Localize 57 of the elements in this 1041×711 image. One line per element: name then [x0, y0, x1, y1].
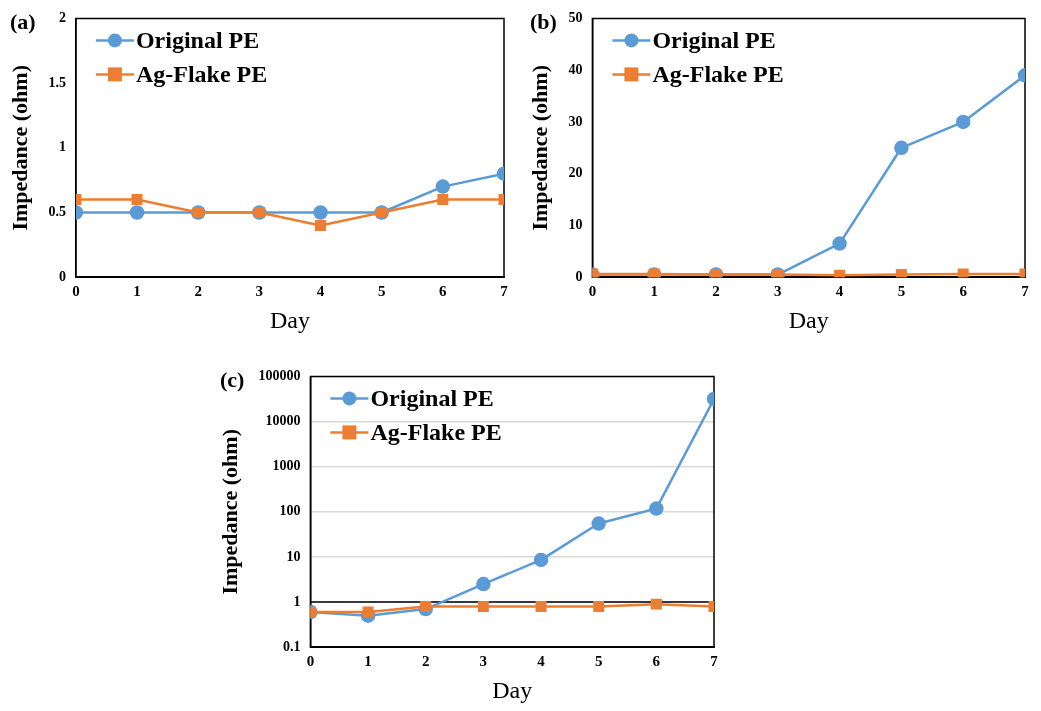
x-tick-label: 3: [255, 283, 264, 300]
x-tick-label: 2: [194, 283, 202, 300]
legend-label: Original PE: [652, 26, 776, 53]
x-tick-label: 7: [710, 653, 719, 670]
x-tick-label: 5: [897, 283, 906, 300]
x-tick-label: 5: [377, 283, 386, 300]
x-tick-label: 6: [652, 653, 661, 670]
x-tick-label: 0: [72, 283, 80, 300]
x-tick-label: 3: [774, 283, 782, 300]
legend-label: Ag-Flake PE: [652, 60, 784, 87]
y-tick-label: 100000: [258, 368, 301, 384]
y-tick-label: 50: [568, 10, 583, 26]
y-tick-label: 1000: [272, 458, 301, 474]
y-tick-label: 10000: [265, 413, 301, 429]
x-tick-label: 5: [594, 653, 603, 670]
x-tick-label: 4: [835, 283, 844, 300]
x-tick-label: 0: [306, 653, 315, 670]
x-tick-label: 7: [1021, 283, 1030, 300]
y-tick-label: 2: [58, 10, 66, 26]
y-axis-title: Impedance (ohm): [526, 65, 552, 231]
chart-title: (a): [10, 8, 36, 34]
x-tick-label: 1: [133, 283, 141, 300]
y-tick-label: 0.1: [282, 638, 301, 654]
x-tick-label: 4: [537, 653, 546, 670]
y-tick-label: 0: [58, 268, 66, 284]
y-tick-label: 100: [279, 503, 301, 519]
y-tick-label: 1.5: [48, 74, 66, 90]
y-tick-label: 0: [575, 268, 583, 284]
x-tick-label: 6: [439, 283, 448, 300]
x-axis-title: Day: [269, 306, 310, 333]
y-tick-label: 10: [286, 548, 301, 564]
legend-label: Original PE: [135, 26, 260, 53]
x-tick-label: 1: [364, 653, 372, 670]
y-tick-label: 20: [568, 165, 583, 181]
y-tick-label: 1: [293, 593, 301, 609]
x-axis-title: Day: [788, 306, 829, 333]
y-axis-title: Impedance (ohm): [216, 429, 242, 595]
chart-title: (b): [530, 8, 557, 34]
x-axis-title: Day: [492, 676, 533, 703]
y-tick-label: 10: [568, 217, 583, 233]
legend-label: Ag-Flake PE: [135, 60, 268, 87]
x-tick-label: 2: [421, 653, 430, 670]
legend-label: Ag-Flake PE: [370, 418, 502, 445]
x-tick-label: 3: [479, 653, 488, 670]
x-tick-label: 0: [588, 283, 597, 300]
x-tick-label: 4: [316, 283, 325, 300]
y-tick-label: 1: [58, 139, 66, 155]
y-tick-label: 30: [568, 113, 583, 129]
x-tick-label: 2: [712, 283, 720, 300]
y-axis-title: Impedance (ohm): [6, 65, 32, 231]
legend-label: Original PE: [370, 384, 494, 411]
x-tick-label: 1: [650, 283, 658, 300]
y-tick-label: 40: [568, 61, 583, 77]
x-tick-label: 7: [500, 283, 509, 300]
x-tick-label: 6: [959, 283, 968, 300]
y-tick-label: 0.5: [48, 204, 66, 220]
chart-title: (c): [220, 366, 245, 392]
